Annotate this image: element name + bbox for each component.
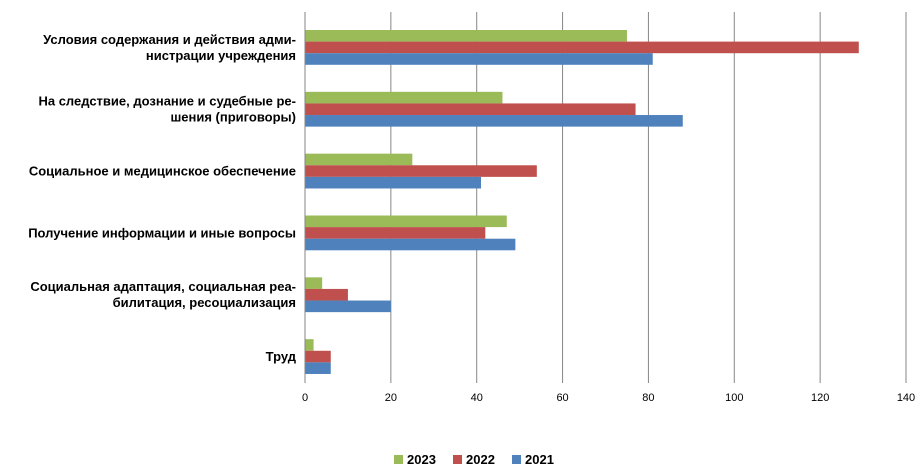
x-tick-label: 140 — [897, 392, 915, 404]
bar-2021-3 — [305, 238, 516, 251]
category-label: Социальное и медицинское обеспечение — [29, 164, 296, 179]
legend-swatch — [512, 455, 521, 464]
bar-2022-2 — [305, 165, 537, 177]
bar-2023-5 — [305, 339, 314, 351]
legend-swatch — [394, 455, 403, 464]
bar-2023-2 — [305, 153, 413, 166]
category-label: Получение информации и иные вопросы — [28, 225, 296, 240]
x-tick-label: 120 — [811, 392, 829, 404]
bar-2022-4 — [305, 288, 348, 301]
x-tick-labels: 0 20 40 60 80 100 120 140 — [302, 392, 915, 404]
bar-2022-0 — [305, 41, 859, 54]
legend-label: 2022 — [466, 452, 495, 467]
legend-swatch — [453, 455, 462, 464]
category-label: Социальная адаптация, социальная реа-бил… — [30, 279, 296, 310]
bar-2023-4 — [305, 277, 323, 289]
bar-2021-5 — [305, 362, 331, 374]
x-tick-label: 60 — [556, 392, 568, 404]
bars — [305, 30, 859, 374]
category-label: Условия содержания и действия адми-нистр… — [43, 32, 296, 63]
bar-2021-2 — [305, 176, 482, 189]
bar-2022-3 — [305, 227, 486, 239]
category-labels: Условия содержания и действия адми-нистр… — [28, 32, 297, 364]
bar-2023-3 — [305, 215, 507, 228]
legend-item-2021: 2021 — [512, 452, 554, 467]
x-tick-label: 80 — [642, 392, 654, 404]
x-tick-label: 100 — [725, 392, 743, 404]
bar-2023-0 — [305, 30, 627, 42]
legend-label: 2021 — [525, 452, 554, 467]
legend: 2023 2022 2021 — [394, 452, 554, 467]
category-label: Труд — [266, 349, 297, 364]
bar-2022-1 — [305, 103, 636, 116]
bar-2023-1 — [305, 91, 503, 104]
category-label: На следствие, дознание и судебные ре-шен… — [38, 94, 296, 125]
gridlines — [390, 12, 907, 383]
bar-2021-0 — [305, 53, 653, 65]
legend-item-2023: 2023 — [394, 452, 436, 467]
legend-label: 2023 — [407, 452, 436, 467]
x-tick-label: 20 — [385, 392, 397, 404]
legend-item-2022: 2022 — [453, 452, 495, 467]
bar-2021-1 — [305, 115, 683, 127]
bar-2021-4 — [305, 300, 391, 313]
bar-2022-5 — [305, 350, 331, 363]
x-tick-label: 0 — [302, 392, 308, 404]
x-tick-label: 40 — [471, 392, 483, 404]
